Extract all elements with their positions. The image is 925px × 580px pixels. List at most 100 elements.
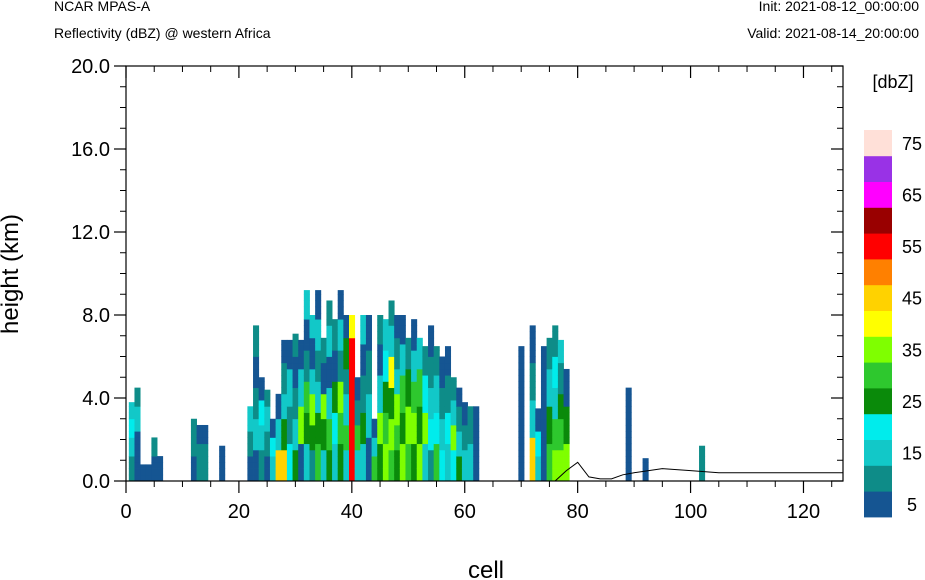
reflectivity-cell xyxy=(286,424,293,432)
reflectivity-cell xyxy=(529,468,536,476)
reflectivity-cell xyxy=(309,449,316,457)
reflectivity-cell xyxy=(461,431,468,438)
reflectivity-cell xyxy=(253,400,260,407)
reflectivity-cell xyxy=(461,449,468,457)
reflectivity-cell xyxy=(433,456,440,463)
reflectivity-cell xyxy=(456,393,463,401)
reflectivity-cell xyxy=(439,368,446,376)
reflectivity-cell xyxy=(128,424,135,432)
reflectivity-cell xyxy=(332,368,339,376)
reflectivity-cell xyxy=(309,362,316,370)
reflectivity-cell xyxy=(365,412,372,420)
reflectivity-cell xyxy=(303,443,310,451)
reflectivity-cell xyxy=(332,350,339,357)
reflectivity-cell xyxy=(253,375,260,382)
reflectivity-cell xyxy=(247,456,254,463)
reflectivity-cell xyxy=(399,393,406,401)
reflectivity-cell xyxy=(399,400,406,407)
reflectivity-cell xyxy=(365,468,372,476)
reflectivity-cell xyxy=(433,449,440,457)
reflectivity-cell xyxy=(405,456,412,463)
reflectivity-cell xyxy=(557,344,564,351)
reflectivity-cell xyxy=(518,350,525,357)
reflectivity-cell xyxy=(349,315,356,320)
reflectivity-cell xyxy=(456,437,463,445)
reflectivity-cell xyxy=(371,424,378,432)
reflectivity-cell xyxy=(467,462,474,469)
reflectivity-cell xyxy=(258,406,265,413)
reflectivity-cell xyxy=(642,474,649,482)
reflectivity-cell xyxy=(292,424,299,432)
reflectivity-cell xyxy=(202,456,209,463)
reflectivity-cell xyxy=(411,400,418,407)
reflectivity-cell xyxy=(349,387,356,395)
reflectivity-cell xyxy=(546,412,553,420)
reflectivity-cell xyxy=(428,381,435,389)
reflectivity-cell xyxy=(343,406,350,413)
reflectivity-cell xyxy=(467,406,474,413)
reflectivity-cell xyxy=(552,331,559,339)
reflectivity-cell xyxy=(416,387,423,395)
reflectivity-cell xyxy=(269,449,277,457)
reflectivity-cell xyxy=(399,344,406,351)
reflectivity-cell xyxy=(151,456,158,463)
reflectivity-cell xyxy=(326,300,333,308)
reflectivity-cell xyxy=(394,325,401,333)
reflectivity-cell xyxy=(326,381,333,389)
reflectivity-cell xyxy=(269,418,277,426)
reflectivity-cell xyxy=(439,362,446,370)
reflectivity-cell xyxy=(219,468,226,476)
reflectivity-cell xyxy=(394,362,401,370)
reflectivity-cell xyxy=(377,344,384,351)
reflectivity-cell xyxy=(416,468,423,476)
reflectivity-cell xyxy=(298,344,305,351)
reflectivity-cell xyxy=(190,474,197,482)
reflectivity-cell xyxy=(411,406,418,413)
reflectivity-cell xyxy=(433,431,440,438)
reflectivity-cell xyxy=(286,381,293,389)
reflectivity-cell xyxy=(134,406,141,413)
reflectivity-cell xyxy=(309,368,316,376)
reflectivity-cell xyxy=(552,474,559,482)
reflectivity-cell xyxy=(281,356,288,364)
reflectivity-cell xyxy=(563,393,570,401)
reflectivity-cell xyxy=(309,424,316,432)
reflectivity-cell xyxy=(360,418,367,426)
reflectivity-cell xyxy=(320,449,327,457)
reflectivity-cell xyxy=(253,406,260,413)
reflectivity-cell xyxy=(399,456,406,463)
reflectivity-cell xyxy=(269,474,277,482)
reflectivity-cell xyxy=(360,381,367,389)
reflectivity-cell xyxy=(349,400,356,407)
reflectivity-cell xyxy=(444,437,452,445)
reflectivity-cell xyxy=(275,400,282,407)
reflectivity-cell xyxy=(320,400,327,407)
reflectivity-cell xyxy=(416,356,423,364)
reflectivity-cell xyxy=(253,443,260,451)
reflectivity-cell xyxy=(360,375,367,382)
reflectivity-cell xyxy=(563,381,570,389)
reflectivity-cell xyxy=(546,424,553,432)
reflectivity-cell xyxy=(247,462,254,469)
reflectivity-cell xyxy=(309,381,316,389)
reflectivity-cell xyxy=(360,387,367,395)
reflectivity-cell xyxy=(309,319,316,326)
reflectivity-cell xyxy=(422,474,429,482)
reflectivity-cell xyxy=(411,468,418,476)
reflectivity-cell xyxy=(320,344,327,351)
reflectivity-cell xyxy=(360,315,367,320)
reflectivity-cell xyxy=(326,350,333,357)
reflectivity-cell xyxy=(382,319,389,326)
reflectivity-cell xyxy=(399,331,406,339)
reflectivity-cell xyxy=(298,412,305,420)
reflectivity-cell xyxy=(405,393,412,401)
reflectivity-cell xyxy=(433,393,440,401)
reflectivity-cell xyxy=(315,356,322,364)
reflectivity-cell xyxy=(134,393,141,401)
reflectivity-cell xyxy=(433,368,440,376)
reflectivity-cell xyxy=(625,412,632,420)
reflectivity-cell xyxy=(326,368,333,376)
reflectivity-cell xyxy=(552,468,559,476)
reflectivity-cell xyxy=(535,412,542,420)
reflectivity-cell xyxy=(360,406,367,413)
